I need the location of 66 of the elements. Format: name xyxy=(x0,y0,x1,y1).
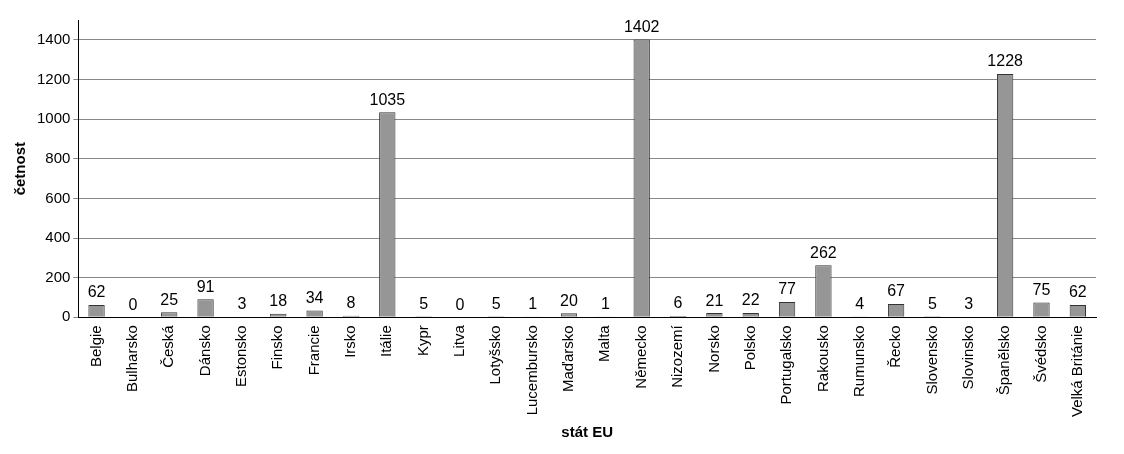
y-tick-label: 200 xyxy=(45,267,71,285)
x-tick-label: Bulharsko xyxy=(123,325,141,392)
x-tick-label: Nizozemí xyxy=(668,324,686,388)
data-label: 91 xyxy=(196,277,215,295)
data-label: 20 xyxy=(560,291,579,309)
x-tick-label: Irsko xyxy=(341,325,359,358)
x-tick-label: Malta xyxy=(595,324,613,362)
data-label: 5 xyxy=(419,294,429,312)
x-tick-label: Velká Británie xyxy=(1067,325,1085,418)
x-tick-label: Rumunsko xyxy=(849,325,867,397)
data-label: 21 xyxy=(705,291,724,309)
data-label: 77 xyxy=(778,280,797,298)
y-axis-title: četnost xyxy=(11,141,29,196)
x-tick-label: Itálie xyxy=(377,325,395,357)
x-tick-label: Kypr xyxy=(413,325,431,357)
x-tick-label: Polsko xyxy=(740,325,758,371)
x-axis-title: stát EU xyxy=(561,423,614,441)
data-label: 18 xyxy=(269,292,288,310)
data-label: 34 xyxy=(305,288,324,306)
x-tick-label: Litva xyxy=(450,324,468,357)
x-tick-label: Slovensko xyxy=(922,325,940,395)
y-tick-label: 0 xyxy=(62,307,71,325)
x-tick-label: Francie xyxy=(304,325,322,376)
x-tick-label: Řecko xyxy=(886,325,904,368)
y-tick-label: 800 xyxy=(45,148,71,166)
data-label: 1 xyxy=(600,295,610,313)
y-tick-label: 1200 xyxy=(36,69,71,87)
data-label: 3 xyxy=(237,295,247,313)
x-tick-label: Dánsko xyxy=(195,325,213,377)
data-label: 4 xyxy=(855,294,865,312)
data-label: 75 xyxy=(1032,280,1051,298)
x-tick-label: Finsko xyxy=(268,325,286,370)
y-tick-label: 1000 xyxy=(36,109,71,127)
data-label: 5 xyxy=(491,294,501,312)
data-label: 0 xyxy=(128,295,138,313)
data-label: 5 xyxy=(928,294,937,312)
data-label: 25 xyxy=(160,290,179,308)
x-tick-label: Maďarsko xyxy=(559,325,577,393)
x-tick-label: Estonsko xyxy=(232,325,250,387)
x-tick-label: Švédsko xyxy=(1031,325,1049,383)
x-tick-label: Rakousko xyxy=(813,325,831,392)
x-tick-label: Portugalsko xyxy=(777,325,795,405)
x-tick-label: Lotyšsko xyxy=(486,325,504,385)
x-tick-label: Španělsko xyxy=(995,325,1013,396)
x-tick-label: Česká xyxy=(159,324,177,368)
x-tick-label: Norsko xyxy=(704,325,722,373)
data-label: 62 xyxy=(87,283,106,301)
x-tick-label: Německo xyxy=(631,325,649,389)
data-label: 1228 xyxy=(987,52,1024,70)
data-label: 0 xyxy=(455,295,465,313)
data-label: 3 xyxy=(964,295,974,313)
data-label: 62 xyxy=(1068,283,1087,301)
data-label: 1 xyxy=(528,295,538,313)
data-label: 262 xyxy=(810,243,837,261)
x-tick-label: Belgie xyxy=(86,325,104,367)
data-label: 8 xyxy=(346,294,356,312)
y-tick-label: 1400 xyxy=(36,29,71,47)
data-label: 22 xyxy=(741,291,760,309)
x-tick-label: Slovinsko xyxy=(958,325,976,390)
x-tick-label: Lucembursko xyxy=(522,325,540,416)
y-tick-label: 400 xyxy=(45,228,71,246)
y-tick-label: 600 xyxy=(45,188,71,206)
data-label: 1035 xyxy=(369,90,406,108)
data-label: 67 xyxy=(887,282,906,300)
data-label: 6 xyxy=(673,294,683,312)
data-label: 1402 xyxy=(623,17,660,35)
